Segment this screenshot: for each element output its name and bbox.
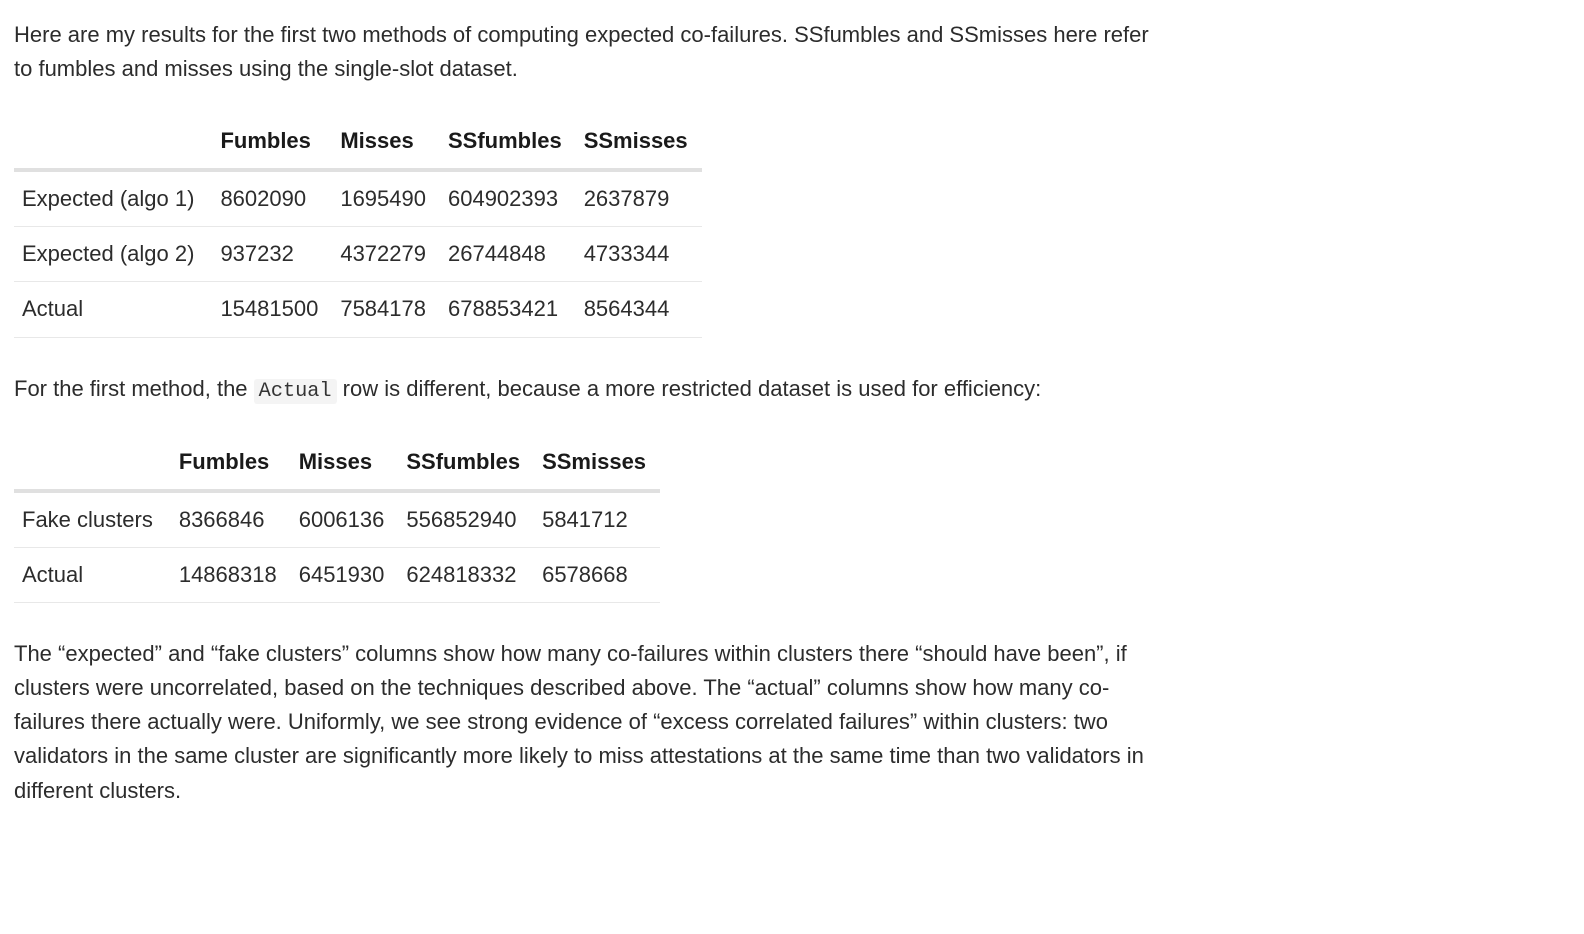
cell-value: 2637879 xyxy=(576,170,702,227)
table-header-row: Fumbles Misses SSfumbles SSmisses xyxy=(14,114,702,170)
col-fumbles: Fumbles xyxy=(171,435,291,491)
table-header-row: Fumbles Misses SSfumbles SSmisses xyxy=(14,435,660,491)
cell-value: 4733344 xyxy=(576,227,702,282)
cell-rowlabel: Fake clusters xyxy=(14,491,171,548)
cell-value: 8564344 xyxy=(576,282,702,337)
table-row: Actual 14868318 6451930 624818332 657866… xyxy=(14,548,660,603)
text-span: row is different, because a more restric… xyxy=(337,376,1042,401)
results-table-1: Fumbles Misses SSfumbles SSmisses Expect… xyxy=(14,114,702,337)
cell-value: 604902393 xyxy=(440,170,576,227)
closing-paragraph: The “expected” and “fake clusters” colum… xyxy=(14,637,1154,807)
cell-value: 8602090 xyxy=(212,170,332,227)
table-row: Expected (algo 1) 8602090 1695490 604902… xyxy=(14,170,702,227)
middle-paragraph: For the first method, the Actual row is … xyxy=(14,372,1154,407)
cell-value: 14868318 xyxy=(171,548,291,603)
results-table-2: Fumbles Misses SSfumbles SSmisses Fake c… xyxy=(14,435,660,603)
col-rowlabel xyxy=(14,114,212,170)
col-misses: Misses xyxy=(291,435,399,491)
cell-value: 6451930 xyxy=(291,548,399,603)
cell-value: 6006136 xyxy=(291,491,399,548)
col-misses: Misses xyxy=(332,114,440,170)
cell-value: 15481500 xyxy=(212,282,332,337)
cell-value: 6578668 xyxy=(534,548,660,603)
table-row: Expected (algo 2) 937232 4372279 2674484… xyxy=(14,227,702,282)
cell-value: 1695490 xyxy=(332,170,440,227)
table-row: Actual 15481500 7584178 678853421 856434… xyxy=(14,282,702,337)
cell-value: 678853421 xyxy=(440,282,576,337)
cell-value: 937232 xyxy=(212,227,332,282)
cell-value: 26744848 xyxy=(440,227,576,282)
cell-value: 7584178 xyxy=(332,282,440,337)
intro-paragraph: Here are my results for the first two me… xyxy=(14,18,1154,86)
col-rowlabel xyxy=(14,435,171,491)
col-ssmisses: SSmisses xyxy=(534,435,660,491)
cell-value: 624818332 xyxy=(398,548,534,603)
col-ssfumbles: SSfumbles xyxy=(440,114,576,170)
cell-rowlabel: Expected (algo 2) xyxy=(14,227,212,282)
cell-value: 4372279 xyxy=(332,227,440,282)
cell-rowlabel: Actual xyxy=(14,548,171,603)
col-fumbles: Fumbles xyxy=(212,114,332,170)
cell-rowlabel: Actual xyxy=(14,282,212,337)
cell-value: 5841712 xyxy=(534,491,660,548)
cell-rowlabel: Expected (algo 1) xyxy=(14,170,212,227)
col-ssfumbles: SSfumbles xyxy=(398,435,534,491)
text-span: For the first method, the xyxy=(14,376,254,401)
table-row: Fake clusters 8366846 6006136 556852940 … xyxy=(14,491,660,548)
cell-value: 8366846 xyxy=(171,491,291,548)
col-ssmisses: SSmisses xyxy=(576,114,702,170)
inline-code: Actual xyxy=(254,379,337,404)
cell-value: 556852940 xyxy=(398,491,534,548)
